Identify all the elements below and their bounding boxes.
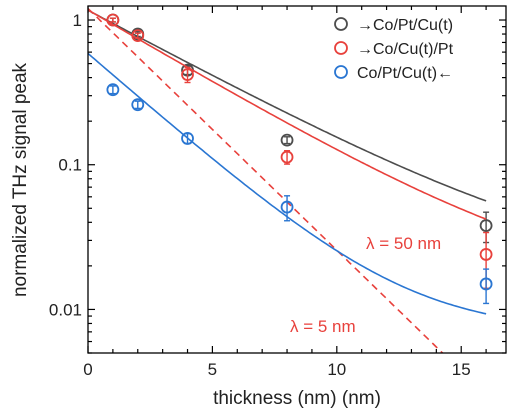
y-tick-label: 1 bbox=[73, 11, 82, 30]
legend-label-0: →Co/Pt/Cu(t) bbox=[357, 17, 453, 34]
y-tick-label: 0.1 bbox=[58, 156, 82, 175]
fit-line-series-1 bbox=[88, 9, 487, 220]
y-axis-label: normalized THz signal peak bbox=[10, 62, 31, 297]
data-point-series-1-point-3 bbox=[280, 150, 294, 164]
x-tick-label: 15 bbox=[452, 360, 471, 379]
plot-content bbox=[88, 8, 493, 353]
data-point-series-1-point-1 bbox=[131, 29, 145, 43]
data-point-series-0-point-3 bbox=[280, 133, 294, 147]
legend-marker-2 bbox=[334, 65, 348, 79]
plot-frame bbox=[87, 5, 507, 354]
legend-marker-1 bbox=[334, 41, 348, 55]
y-tick-label: 0.01 bbox=[49, 300, 82, 319]
data-point-series-2-point-4 bbox=[479, 277, 493, 291]
reference-dashed-line bbox=[88, 8, 444, 353]
x-tick-label: 0 bbox=[83, 360, 92, 379]
x-axis: 0 5 10 15 bbox=[83, 6, 487, 379]
fit-line-series-0 bbox=[88, 9, 487, 202]
x-axis-label: thickness (nm) (nm) bbox=[213, 388, 381, 409]
y-axis: 0.01 0.1 1 bbox=[49, 11, 506, 354]
data-point-series-2-point-3 bbox=[280, 200, 294, 214]
data-point-series-1-point-4 bbox=[479, 248, 493, 261]
data-point-series-2-point-0 bbox=[106, 83, 120, 97]
legend-label-1: →Co/Cu(t)/Pt bbox=[357, 41, 454, 58]
annotation-lambda-5nm: λ = 5 nm bbox=[290, 317, 356, 336]
data-point-series-1-point-0 bbox=[106, 13, 120, 27]
data-point-series-0-point-4 bbox=[479, 219, 493, 232]
x-tick-label: 10 bbox=[327, 360, 346, 379]
x-tick-label: 5 bbox=[208, 360, 217, 379]
legend-marker-0 bbox=[334, 17, 348, 31]
plot-area bbox=[88, 8, 493, 353]
annotation-lambda-50nm: λ = 50 nm bbox=[366, 234, 441, 253]
fit-line-series-2 bbox=[88, 52, 487, 315]
legend: →Co/Pt/Cu(t) →Co/Cu(t)/Pt Co/Pt/Cu(t)← bbox=[334, 17, 454, 82]
data-point-series-2-point-2 bbox=[181, 132, 194, 145]
data-point-series-2-point-1 bbox=[131, 98, 145, 112]
legend-label-2: Co/Pt/Cu(t)← bbox=[357, 65, 453, 82]
data-point-series-1-point-2 bbox=[181, 68, 194, 81]
